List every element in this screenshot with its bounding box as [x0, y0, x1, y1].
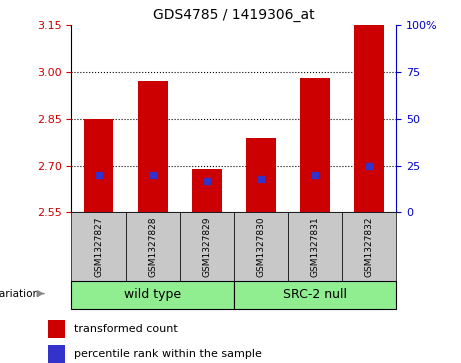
Text: GSM1327827: GSM1327827	[94, 217, 103, 277]
Text: GSM1327828: GSM1327828	[148, 217, 157, 277]
Bar	[246, 138, 276, 212]
Bar	[48, 320, 65, 338]
Bar	[288, 212, 342, 281]
Text: genotype/variation: genotype/variation	[0, 289, 39, 299]
Bar	[125, 212, 180, 281]
Bar	[234, 281, 396, 309]
Bar	[180, 212, 234, 281]
Text: percentile rank within the sample: percentile rank within the sample	[74, 349, 262, 359]
Bar	[234, 212, 288, 281]
Bar	[355, 25, 384, 212]
Text: wild type: wild type	[124, 289, 181, 301]
Bar	[71, 281, 234, 309]
Bar	[300, 78, 330, 212]
Bar	[71, 212, 125, 281]
Bar	[192, 169, 222, 212]
Bar	[48, 345, 65, 363]
Text: GSM1327830: GSM1327830	[256, 216, 266, 277]
Text: SRC-2 null: SRC-2 null	[283, 289, 347, 301]
Text: GSM1327829: GSM1327829	[202, 217, 212, 277]
Text: transformed count: transformed count	[74, 323, 178, 334]
Bar	[138, 81, 168, 212]
Text: GSM1327832: GSM1327832	[365, 217, 374, 277]
Bar	[342, 212, 396, 281]
Title: GDS4785 / 1419306_at: GDS4785 / 1419306_at	[153, 8, 315, 22]
Text: GSM1327831: GSM1327831	[311, 216, 320, 277]
Bar	[83, 119, 113, 212]
